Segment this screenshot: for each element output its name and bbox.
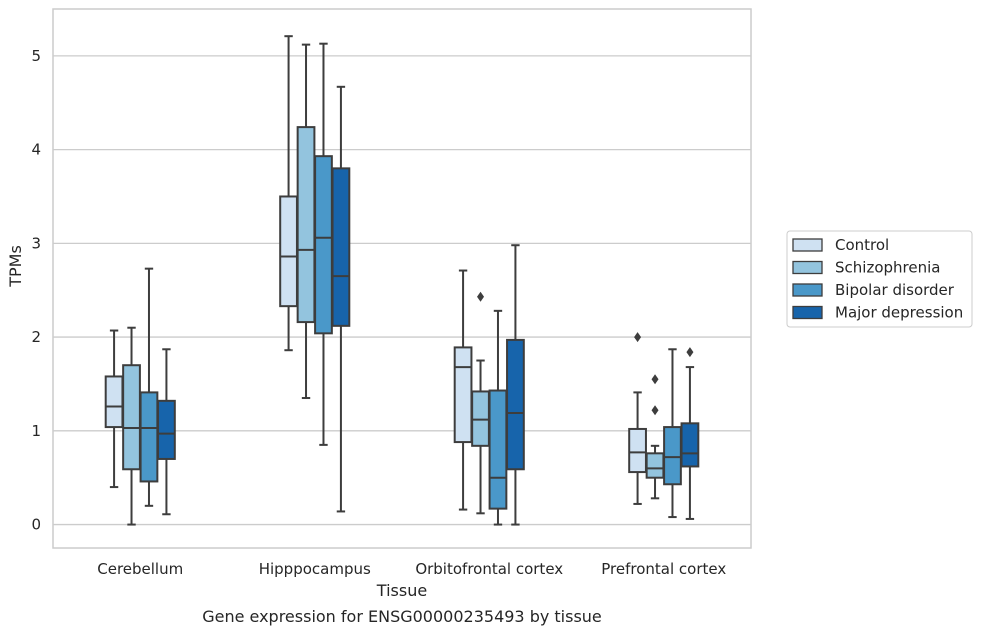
box-iqr <box>645 452 665 479</box>
legend-item: Schizophrenia <box>792 259 940 277</box>
box-iqr <box>663 426 682 486</box>
x-tick-labels: Cerebellum Hipppocampus Orbitofrontal cort… <box>97 560 726 578</box>
box-iqr <box>331 167 351 327</box>
box-2-1 <box>471 291 490 515</box>
box-3-1 <box>645 374 665 500</box>
chart-caption: Gene expression for ENSG00000235493 by t… <box>202 607 602 626</box>
y-tick-labels: 0 1 2 3 4 5 <box>31 47 41 534</box>
legend-label: Control <box>835 236 889 254</box>
y-tick-label: 0 <box>31 516 41 534</box>
box-0-1 <box>122 326 141 526</box>
box-1-2 <box>314 42 333 446</box>
box-iqr <box>122 364 141 471</box>
y-tick-label: 1 <box>31 422 41 440</box>
x-tick-label: Cerebellum <box>97 560 183 578</box>
x-tick-label: Prefrontal cortex <box>601 560 726 578</box>
box-iqr <box>453 346 473 444</box>
box-iqr <box>104 375 124 429</box>
x-axis-title: Tissue <box>376 581 427 600</box>
box-0-3 <box>157 348 176 516</box>
y-tick-label: 3 <box>31 234 41 252</box>
legend-frame <box>786 230 973 328</box>
box-0-2 <box>139 267 159 507</box>
outlier-point <box>651 374 659 385</box>
box-3-2 <box>663 348 682 519</box>
y-tick-label: 5 <box>31 47 41 65</box>
y-axis-title: TPMs <box>6 245 25 288</box>
legend-item: Major depression <box>792 304 963 322</box>
outlier-point <box>651 405 659 416</box>
box-2-3 <box>506 244 525 526</box>
legend-label: Schizophrenia <box>835 259 940 277</box>
y-tick-label: 2 <box>31 328 41 346</box>
legend-swatch <box>792 238 823 252</box>
x-tick-label: Orbitofrontal cortex <box>415 560 563 578</box>
box-iqr <box>296 126 316 324</box>
legend-label: Major depression <box>835 304 963 322</box>
box-iqr <box>314 155 333 335</box>
legend-swatch <box>792 305 823 320</box>
box-0-0 <box>104 329 124 489</box>
box-iqr <box>506 338 525 471</box>
box-1-0 <box>279 35 298 352</box>
box-iqr <box>157 399 176 460</box>
boxes <box>104 35 700 526</box>
box-2-0 <box>453 269 473 511</box>
box-1-1 <box>296 43 316 400</box>
box-iqr <box>139 391 159 483</box>
legend-swatch <box>792 283 823 297</box>
legend-item: Control <box>792 236 889 254</box>
outlier-point <box>634 332 642 343</box>
outlier-point <box>686 347 694 358</box>
box-2-2 <box>488 309 508 526</box>
legend-label: Bipolar disorder <box>835 281 955 299</box>
box-iqr <box>628 427 647 474</box>
box-3-0 <box>628 332 647 505</box>
y-tick-label: 4 <box>31 141 41 159</box>
legend: Control Schizophrenia Bipolar disorder Majo… <box>786 230 973 328</box>
outlier-point <box>477 291 485 302</box>
box-iqr <box>279 195 298 308</box>
box-3-3 <box>680 347 700 520</box>
legend-swatch <box>792 260 823 275</box>
plot-frame <box>52 8 752 549</box>
box-1-3 <box>331 85 351 513</box>
x-tick-label: Hipppocampus <box>259 560 371 578</box>
legend-item: Bipolar disorder <box>792 281 955 299</box>
box-iqr <box>680 422 700 468</box>
box-iqr <box>488 389 508 510</box>
